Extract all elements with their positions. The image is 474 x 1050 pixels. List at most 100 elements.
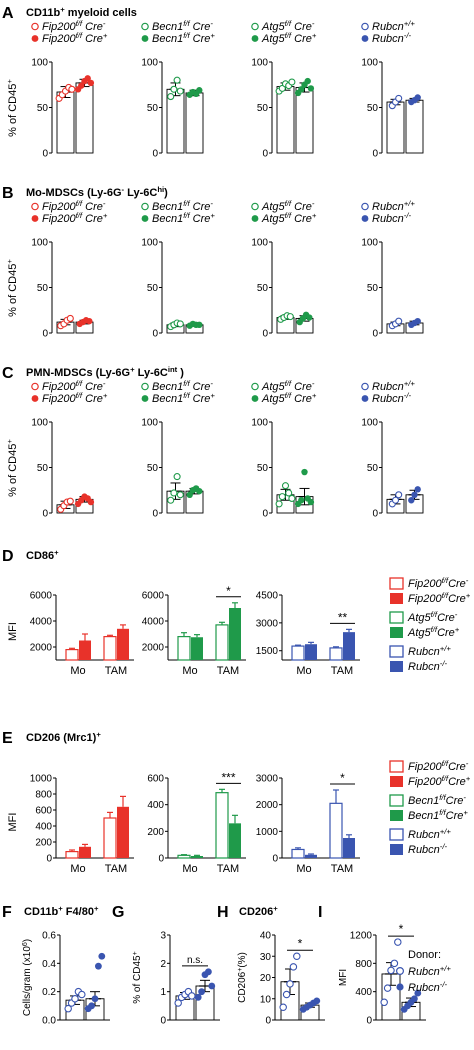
y-axis-label: MFI bbox=[7, 622, 19, 641]
superscript: f/f bbox=[442, 774, 449, 783]
superscript: int bbox=[168, 365, 178, 374]
data-point-filled bbox=[306, 314, 313, 321]
superscript: + bbox=[463, 808, 468, 817]
data-point-open bbox=[285, 489, 293, 497]
legend-filled-marker bbox=[251, 395, 259, 402]
superscript: + bbox=[312, 31, 317, 40]
legend-open-marker bbox=[361, 22, 369, 31]
bar bbox=[276, 86, 295, 154]
data-point-filled bbox=[313, 997, 321, 1005]
group-1-y-tick-label: 100 bbox=[141, 418, 158, 429]
panel-letter: E bbox=[2, 730, 13, 747]
group-3-y-tick-label: 50 bbox=[367, 283, 379, 294]
group-1-y-tick-label: 50 bbox=[147, 463, 159, 474]
legend-swatch-filled bbox=[390, 661, 403, 672]
bar-control bbox=[329, 647, 343, 661]
label-part: Becn1 bbox=[152, 213, 183, 225]
legend-entry: Rubcn+/+ bbox=[372, 199, 415, 214]
bar-knockout bbox=[117, 806, 129, 858]
donor-legend: Donor:Rubcn+/+Rubcn-/- bbox=[396, 949, 451, 994]
group-1-y-tick-label: 0 bbox=[152, 149, 158, 160]
label-part: Becn1 bbox=[152, 381, 183, 393]
y-axis-label: CD206+(%) bbox=[237, 952, 249, 1003]
data-point-open bbox=[380, 998, 388, 1007]
superscript: + bbox=[103, 211, 108, 220]
label-part: CD11b bbox=[24, 906, 59, 918]
label-part: (%) bbox=[237, 952, 248, 968]
data-point-open bbox=[176, 491, 184, 499]
bar-knockout bbox=[117, 628, 129, 660]
data-point-open bbox=[391, 496, 400, 504]
superscript: + bbox=[60, 5, 65, 14]
chart-2-y-tick-label: 2000 bbox=[256, 800, 279, 811]
label-part: % of CD45 bbox=[132, 955, 143, 1004]
chart-2-y-tick-label: 1000 bbox=[256, 827, 279, 838]
panel-letter: B bbox=[2, 185, 14, 202]
legend-open-marker bbox=[31, 22, 39, 31]
data-point-open bbox=[275, 500, 283, 508]
panel-title: PMN-MDSCs (Ly-6G+ Ly-6Cint ) bbox=[26, 365, 184, 380]
panel-letter: F bbox=[2, 904, 12, 921]
bar-control bbox=[103, 817, 117, 859]
data-point-filled bbox=[414, 486, 421, 493]
superscript: + bbox=[210, 31, 215, 40]
legend-swatch-filled bbox=[390, 627, 403, 638]
superscript: -/- bbox=[440, 980, 448, 989]
superscript: f/f bbox=[285, 211, 292, 220]
legend-entry: Rubcn+/+ bbox=[372, 379, 415, 394]
label-part: Cre bbox=[82, 213, 103, 225]
label-part: Cells/gram (x10 bbox=[22, 946, 33, 1016]
legend-entry: Atg5f/fCre- bbox=[407, 610, 458, 625]
legend-entry: Fip200f/fCre- bbox=[408, 759, 469, 774]
legend-entry: Becn1f/f Cre- bbox=[152, 199, 213, 214]
label-part: Cre bbox=[291, 33, 312, 45]
label-part: Ly-6C bbox=[124, 187, 157, 199]
label-part: Rubcn bbox=[408, 646, 440, 658]
label-part: Cre bbox=[291, 201, 312, 213]
legend-filled-marker bbox=[361, 35, 369, 42]
superscript: + bbox=[237, 968, 244, 972]
legend-entry: Rubcn-/- bbox=[408, 842, 447, 857]
significance-marker: ** bbox=[338, 610, 348, 624]
group-2-y-tick-label: 100 bbox=[251, 238, 268, 249]
bar bbox=[295, 87, 314, 154]
data-point-open bbox=[170, 85, 178, 93]
superscript: f/f bbox=[76, 19, 83, 28]
label-part: Rubcn bbox=[408, 982, 440, 994]
b3-y-tick-label: 0 bbox=[366, 1016, 372, 1027]
legend-open-marker bbox=[251, 202, 259, 211]
panel-a: A CD11b+ myeloid cells% of CD45+Fip200f/f… bbox=[2, 5, 424, 160]
bar-control bbox=[177, 635, 191, 661]
group-1-y-tick-label: 0 bbox=[152, 509, 158, 520]
data-point-filled bbox=[196, 487, 203, 495]
legend-entry: Rubcn-/- bbox=[372, 31, 411, 46]
group-2-y-tick-label: 0 bbox=[262, 509, 268, 520]
legend-open-marker bbox=[361, 202, 369, 211]
legend-filled-marker bbox=[141, 35, 149, 42]
group-2-y-tick-label: 50 bbox=[257, 283, 269, 294]
y-axis-label: % of CD45+ bbox=[5, 79, 20, 137]
data-point-filled bbox=[91, 995, 99, 1003]
data-point-filled bbox=[298, 86, 305, 93]
legend-swatch-filled bbox=[390, 810, 403, 821]
data-point-filled bbox=[98, 952, 106, 960]
panel-i: I MFI 0 400 800 1200 * bbox=[318, 904, 426, 1027]
superscript: + bbox=[210, 391, 215, 400]
data-point-open bbox=[279, 1003, 287, 1011]
superscript: + bbox=[455, 625, 460, 634]
group-0-y-tick-label: 0 bbox=[42, 509, 48, 520]
group-0-y-tick-label: 100 bbox=[31, 418, 48, 429]
label-part: Fip200 bbox=[408, 578, 443, 590]
data-point-filled bbox=[95, 962, 102, 970]
label-part: Fip200 bbox=[42, 201, 77, 213]
legend-entry: Fip200f/fCre+ bbox=[408, 774, 471, 789]
bar-control bbox=[291, 848, 305, 859]
group-3-y-tick-label: 0 bbox=[372, 509, 378, 520]
label-part: Mo-MDSCs (Ly-6G bbox=[26, 187, 122, 199]
label-part: Cre bbox=[291, 381, 312, 393]
group-3-y-tick-label: 50 bbox=[367, 103, 379, 114]
x-category-label: Mo bbox=[182, 863, 197, 875]
superscript: f/f bbox=[442, 576, 449, 585]
